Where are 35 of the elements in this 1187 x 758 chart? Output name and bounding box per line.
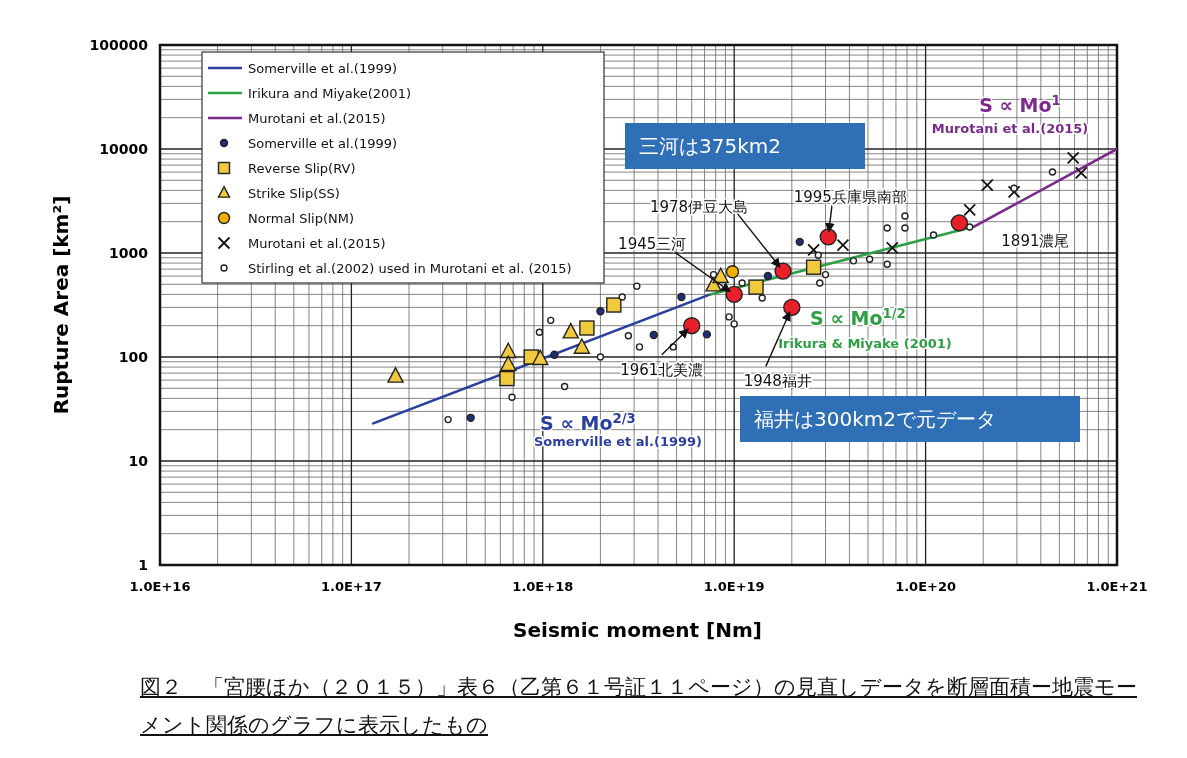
y-axis-title: Rupture Area [km²] <box>49 195 73 415</box>
legend-label: Reverse Slip(RV) <box>248 161 356 176</box>
x-tick-label: 1.0E+17 <box>320 579 382 594</box>
legend-label: Irikura and Miyake(2001) <box>248 86 411 101</box>
y-tick-label: 100000 <box>89 37 149 53</box>
legend-label: Somerville et al.(1999) <box>248 61 398 76</box>
legend-label: Somerville et al.(1999) <box>248 136 398 151</box>
x-tick-label: 1.0E+19 <box>703 579 765 594</box>
x-tick-label: 1.0E+20 <box>895 579 957 594</box>
annotation: 1948福井 <box>743 372 812 391</box>
annotation: 1961北美濃 <box>620 360 704 379</box>
legend-label: Normal Slip(NM) <box>248 211 354 226</box>
picture-callout-box: 三河は375km2 <box>625 123 865 169</box>
annotation: 福井は300km2で元データ <box>754 407 996 431</box>
y-tick-label: 10 <box>128 453 149 469</box>
x-tick-label: 1.0E+21 <box>1086 579 1148 594</box>
x-axis-title: Seismic moment [Nm] <box>513 618 762 642</box>
annotation: 1995兵庫県南部 <box>793 187 907 206</box>
annotation: 三河は375km2 <box>639 134 781 158</box>
y-tick-label: 1000 <box>109 245 149 261</box>
legend-label: Murotani et al.(2015) <box>248 111 386 126</box>
caption: 図２ 「宮腰ほか（２０１５）」表６（乙第６１号証１１ページ）の見直しデータを断層面積ー地震モーメント関係のグラフに表示したもの <box>140 674 1138 739</box>
annotation: S ∝ Mo$^{1/2}$ <box>810 305 906 329</box>
y-tick-label: 1 <box>138 557 148 573</box>
annotation: S ∝ Mo$^{1}$ <box>979 92 1061 116</box>
y-tick-label: 10000 <box>99 141 149 157</box>
picture-callout-box: 福井は300km2で元データ <box>740 396 1080 442</box>
annotation: 1945三河 <box>618 235 687 254</box>
legend-label: Murotani et al.(2015) <box>248 236 386 251</box>
legend-label: Stirling et al.(2002) used in Murotani et al. (2015) <box>248 261 572 276</box>
annotation: 1891濃尾 <box>1001 231 1070 250</box>
x-tick-label: 1.0E+18 <box>512 579 574 594</box>
x-tick-label: 1.0E+16 <box>129 579 191 594</box>
legend-label: Strike Slip(SS) <box>248 186 340 201</box>
y-tick-label: 100 <box>118 349 149 365</box>
